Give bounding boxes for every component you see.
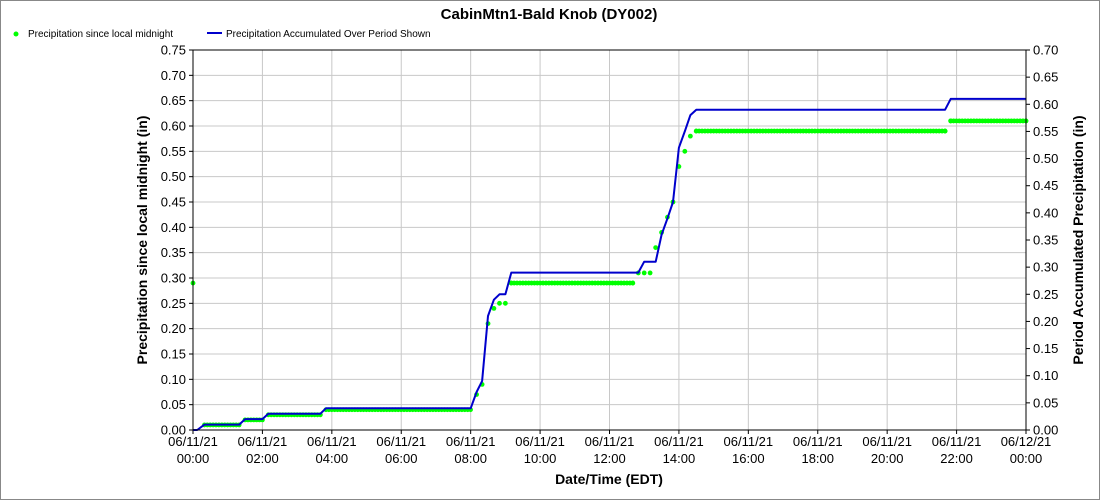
x-tick-label-date: 06/12/21 — [1001, 434, 1052, 449]
y-left-tick-label: 0.00 — [161, 423, 186, 438]
y-left-tick-label: 0.25 — [161, 296, 186, 311]
y-right-tick-label: 0.30 — [1033, 260, 1058, 275]
y-axis-left-label: Precipitation since local midnight (in) — [134, 116, 150, 365]
y-left-tick-label: 0.55 — [161, 144, 186, 159]
x-tick-label-date: 06/11/21 — [307, 434, 357, 449]
x-tick-label-time: 20:00 — [871, 451, 904, 466]
y-right-tick-label: 0.45 — [1033, 178, 1058, 193]
x-tick-label-time: 06:00 — [385, 451, 418, 466]
x-tick-label-date: 06/11/21 — [515, 434, 565, 449]
x-tick-label-date: 06/11/21 — [585, 434, 635, 449]
y-axis-right-ticks: 0.00 0.05 0.10 0.15 0.20 0.25 0.30 0.35 0.40 0.45… — [1026, 43, 1058, 438]
data-point — [687, 133, 693, 139]
y-left-tick-label: 0.10 — [161, 372, 186, 387]
y-right-tick-label: 0.05 — [1033, 395, 1058, 410]
data-point — [948, 118, 954, 124]
series-midnight-dots — [190, 118, 1029, 428]
y-left-tick-label: 0.50 — [161, 169, 186, 184]
x-tick-label-date: 06/11/21 — [376, 434, 426, 449]
x-tick-label-time: 14:00 — [663, 451, 696, 466]
x-axis-label: Date/Time (EDT) — [555, 471, 663, 487]
y-left-tick-label: 0.70 — [161, 68, 186, 83]
legend-label-accumulated: Precipitation Accumulated Over Period Sh… — [226, 29, 431, 40]
y-right-tick-label: 0.55 — [1033, 124, 1058, 139]
x-axis-ticks: 06/11/21 00:00 06/11/21 02:00 06/11/21 04:00 0… — [168, 430, 1051, 466]
data-point — [641, 270, 647, 276]
y-left-tick-label: 0.40 — [161, 220, 186, 235]
data-point — [647, 270, 653, 276]
x-tick-label-date: 06/11/21 — [168, 434, 218, 449]
x-tick-label-time: 00:00 — [177, 451, 210, 466]
legend: Precipitation since local midnight Preci… — [13, 29, 431, 40]
x-tick-label-time: 00:00 — [1010, 451, 1043, 466]
y-right-tick-label: 0.35 — [1033, 233, 1058, 248]
data-point — [682, 148, 688, 154]
chart-title: CabinMtn1-Bald Knob (DY002) — [441, 6, 658, 23]
y-right-tick-label: 0.25 — [1033, 287, 1058, 302]
y-right-tick-label: 0.40 — [1033, 205, 1058, 220]
series-accumulated-line — [193, 97, 1026, 431]
x-tick-label-time: 02:00 — [246, 451, 279, 466]
x-tick-label-date: 06/11/21 — [932, 434, 982, 449]
data-point — [653, 245, 659, 251]
x-tick-label-date: 06/11/21 — [446, 434, 496, 449]
y-left-tick-label: 0.75 — [161, 43, 186, 58]
x-tick-label-time: 12:00 — [593, 451, 626, 466]
y-right-tick-label: 0.70 — [1033, 43, 1058, 58]
x-tick-label-time: 16:00 — [732, 451, 765, 466]
y-right-tick-label: 0.50 — [1033, 151, 1058, 166]
x-tick-label-time: 22:00 — [940, 451, 973, 466]
legend-dots-marker — [13, 31, 19, 37]
y-left-tick-label: 0.60 — [161, 119, 186, 134]
x-tick-label-date: 06/11/21 — [238, 434, 288, 449]
y-right-tick-label: 0.20 — [1033, 314, 1058, 329]
y-right-tick-label: 0.15 — [1033, 341, 1058, 356]
x-tick-label-date: 06/11/21 — [654, 434, 704, 449]
y-right-tick-label: 0.00 — [1033, 423, 1058, 438]
data-point — [502, 300, 508, 306]
y-left-tick-label: 0.65 — [161, 93, 186, 108]
x-tick-label-date: 06/11/21 — [724, 434, 774, 449]
y-left-tick-label: 0.30 — [161, 271, 186, 286]
data-point — [497, 300, 502, 306]
y-right-tick-label: 0.65 — [1033, 70, 1058, 85]
y-right-tick-label: 0.10 — [1033, 368, 1058, 383]
x-tick-label-date: 06/11/21 — [793, 434, 843, 449]
data-point — [630, 280, 636, 286]
data-point — [693, 128, 699, 134]
data-point — [491, 306, 497, 311]
y-left-tick-label: 0.45 — [161, 195, 186, 210]
y-right-tick-label: 0.60 — [1033, 97, 1058, 112]
y-axis-right-label: Period Accumulated Precipitation (in) — [1070, 115, 1086, 364]
y-left-tick-label: 0.05 — [161, 397, 186, 412]
y-left-tick-label: 0.35 — [161, 245, 186, 260]
y-left-tick-label: 0.20 — [161, 321, 186, 336]
x-tick-label-date: 06/11/21 — [862, 434, 912, 449]
legend-label-midnight: Precipitation since local midnight — [28, 29, 173, 40]
y-axis-left-ticks: 0.00 0.05 0.10 0.15 0.20 0.25 0.30 0.35 0.40 0.45… — [161, 43, 193, 438]
plot-area-border — [192, 49, 1027, 431]
accumulated-line — [193, 97, 1026, 431]
x-tick-label-time: 04:00 — [316, 451, 349, 466]
data-point — [508, 280, 514, 286]
x-tick-label-time: 10:00 — [524, 451, 557, 466]
grid — [192, 49, 1027, 431]
data-point — [942, 128, 948, 134]
y-left-tick-label: 0.15 — [161, 347, 186, 362]
x-tick-label-time: 08:00 — [454, 451, 487, 466]
x-tick-label-time: 18:00 — [801, 451, 834, 466]
